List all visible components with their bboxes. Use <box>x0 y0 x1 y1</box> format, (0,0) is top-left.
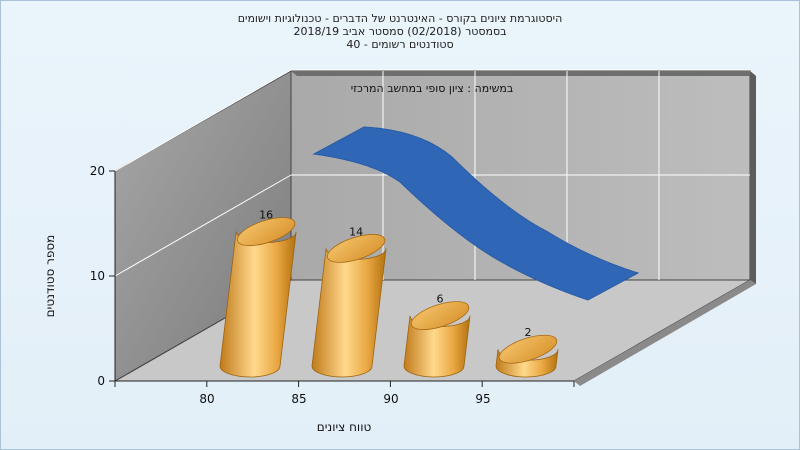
bar-90: 6 <box>403 293 471 378</box>
back-wall-edge <box>291 71 756 76</box>
chart-title-line-2: בסמסטר (02/2018) סמסטר אביב 2018/19 <box>293 25 507 38</box>
bar-top <box>236 217 296 246</box>
legend-series-2: במשימה : ציון סופי במחשב המרכזי <box>351 82 514 95</box>
y-axis-title: מספר סטודנטים <box>43 235 57 318</box>
bar-80: 16 <box>219 209 297 378</box>
chart-title-line-3: סטודנטים רשומים - 40 <box>346 38 454 51</box>
bar-top <box>410 301 470 330</box>
x-tick-label: 95 <box>475 392 490 406</box>
area-series-ribbon <box>312 126 640 301</box>
bar-value-label: 16 <box>259 209 273 222</box>
bar-value-label: 2 <box>525 326 532 339</box>
gridline-left-wall <box>114 69 292 172</box>
y-tick-label: 10 <box>90 269 105 283</box>
bar-95: 2 <box>495 326 559 378</box>
chart-title-line-1: היסטוגרמת ציונים בקורס - האינטרנט של הדב… <box>237 12 563 25</box>
bars: 16 14 6 2 <box>219 209 559 378</box>
x-tick-label: 80 <box>199 392 214 406</box>
y-tick-label: 20 <box>90 164 105 178</box>
y-axis: 0 10 20 <box>90 164 116 388</box>
floor-edge <box>574 280 756 386</box>
bar-value-label: 6 <box>437 293 444 306</box>
bar-85: 14 <box>311 225 387 378</box>
gridline-left-wall <box>114 174 292 277</box>
bar-top <box>498 334 558 364</box>
x-tick-label: 85 <box>291 392 306 406</box>
bar-value-label: 14 <box>349 225 363 238</box>
back-wall-side <box>750 71 756 284</box>
x-axis-title: טווח ציונים <box>317 420 372 434</box>
bar-top <box>326 234 386 263</box>
y-tick-label: 0 <box>97 374 105 388</box>
x-tick-label: 90 <box>383 392 398 406</box>
x-axis: 80 85 90 95 <box>114 380 575 406</box>
